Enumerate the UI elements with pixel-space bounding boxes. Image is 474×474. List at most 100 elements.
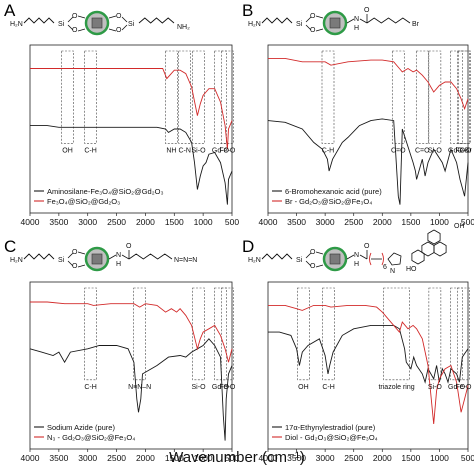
panel-label: C [4, 237, 16, 256]
structure-amine-left: H₂N [10, 257, 23, 264]
structure-si: Si [58, 257, 65, 264]
peak-region-box [221, 50, 234, 144]
bracket-right [381, 252, 384, 266]
bond-line [315, 15, 324, 19]
panel-label: B [242, 1, 253, 20]
peak-annotation: Fe-O [455, 384, 472, 391]
structure-o: O [116, 13, 122, 20]
plot-frame [267, 281, 469, 450]
alkyl-chain [138, 17, 175, 24]
peak-region-box [61, 50, 74, 144]
x-tick-label: 1000 [430, 217, 449, 227]
peak-annotation: Si-O [428, 147, 443, 154]
series-line-black [29, 338, 233, 441]
peak-annotation: C-H [322, 147, 334, 154]
x-tick-label: 3500 [49, 453, 68, 463]
x-tick-label: 3000 [78, 217, 97, 227]
x-tick-label: 3500 [49, 217, 68, 227]
structure-amine-left: H₂N [248, 21, 261, 28]
peak-region-box [192, 50, 205, 144]
structure-o: O [310, 263, 316, 270]
alkyl-chain [366, 17, 411, 24]
steroid-ring-b [433, 241, 447, 257]
x-tick-label: 2500 [107, 217, 126, 227]
peak-region-box [450, 287, 463, 381]
structure-n: N [354, 16, 359, 23]
x-tick-label: 3500 [287, 453, 306, 463]
structure-o: O [310, 13, 316, 20]
bond-line [346, 254, 355, 260]
series-line-black [30, 125, 233, 205]
structure-o: O [72, 13, 78, 20]
series-line-red [30, 68, 233, 150]
structure-o: O [310, 27, 316, 34]
nanoparticle-core [329, 253, 341, 265]
nanoparticle-core [91, 253, 103, 265]
structure-carbonyl-o: O [364, 243, 370, 250]
bond-line [315, 28, 324, 32]
peak-annotation: C-Br [457, 147, 472, 154]
panel-label: D [242, 237, 254, 256]
structure-h: H [354, 25, 359, 32]
steroid-ring-c [421, 241, 435, 257]
x-tick-label: 4000 [21, 453, 40, 463]
bond-line [359, 254, 368, 260]
peak-annotation: NH [166, 147, 176, 154]
legend-entry: 17α-Ethynylestradiol (pure) [285, 423, 376, 432]
peak-region-box [214, 287, 227, 381]
bracket-left [369, 252, 372, 266]
structure-o: O [72, 249, 78, 256]
peak-annotation: Fe-O [455, 147, 472, 154]
bond-line [77, 28, 86, 32]
series-line-red [268, 57, 469, 111]
structure-carbonyl-o: O [126, 243, 132, 250]
peak-annotation: Gd-O [212, 147, 230, 154]
structure-amine-left: H₂N [10, 21, 23, 28]
peak-annotation: Fe-O [219, 147, 236, 154]
series-line-red [268, 304, 469, 424]
structure-oh: OH [454, 223, 465, 230]
bond-line [67, 16, 74, 23]
x-tick-label: 2000 [373, 453, 392, 463]
peak-region-box [133, 287, 146, 381]
bond-line [77, 264, 86, 268]
x-tick-label: 500 [225, 453, 239, 463]
structure-h: H [116, 261, 121, 268]
peak-annotation: Si-O [192, 384, 207, 391]
legend-entry: Sodium Azide (pure) [47, 423, 115, 432]
alkyl-chain [23, 17, 55, 24]
bond-line [305, 252, 312, 259]
peak-region-box [297, 287, 310, 381]
peak-region-box [321, 50, 335, 144]
structure-n: N [116, 252, 121, 259]
x-tick-label: 4000 [21, 217, 40, 227]
peak-annotation: C-H [322, 384, 334, 391]
x-tick-label: 1500 [401, 453, 420, 463]
structure-amine-right: NH₂ [177, 24, 190, 31]
x-tick-label: 500 [225, 217, 239, 227]
steroid-ring-a [427, 229, 441, 245]
bond-line [67, 24, 74, 31]
x-tick-label: 1000 [194, 453, 213, 463]
x-tick-label: 1000 [194, 217, 213, 227]
structure-o: O [310, 249, 316, 256]
bond-line [315, 264, 324, 268]
peak-annotation: C-N [178, 147, 190, 154]
structure-h: H [354, 261, 359, 268]
peak-region-box [428, 287, 442, 381]
structure-o: O [72, 27, 78, 34]
x-tick-label: 2000 [373, 217, 392, 227]
bond-line [305, 260, 312, 267]
peak-region-box [84, 287, 97, 381]
legend-entry: Diol - Gd₂O₃@SiO₂@Fe₃O₄ [285, 433, 378, 442]
x-tick-label: 2500 [344, 217, 363, 227]
x-tick-label: 1500 [165, 453, 184, 463]
peak-region-box [165, 50, 178, 144]
x-tick-label: 2500 [107, 453, 126, 463]
peak-annotation: C-H [84, 384, 96, 391]
structure-n: N [354, 252, 359, 259]
bond-line [346, 18, 355, 24]
triazole-ring [387, 252, 402, 266]
